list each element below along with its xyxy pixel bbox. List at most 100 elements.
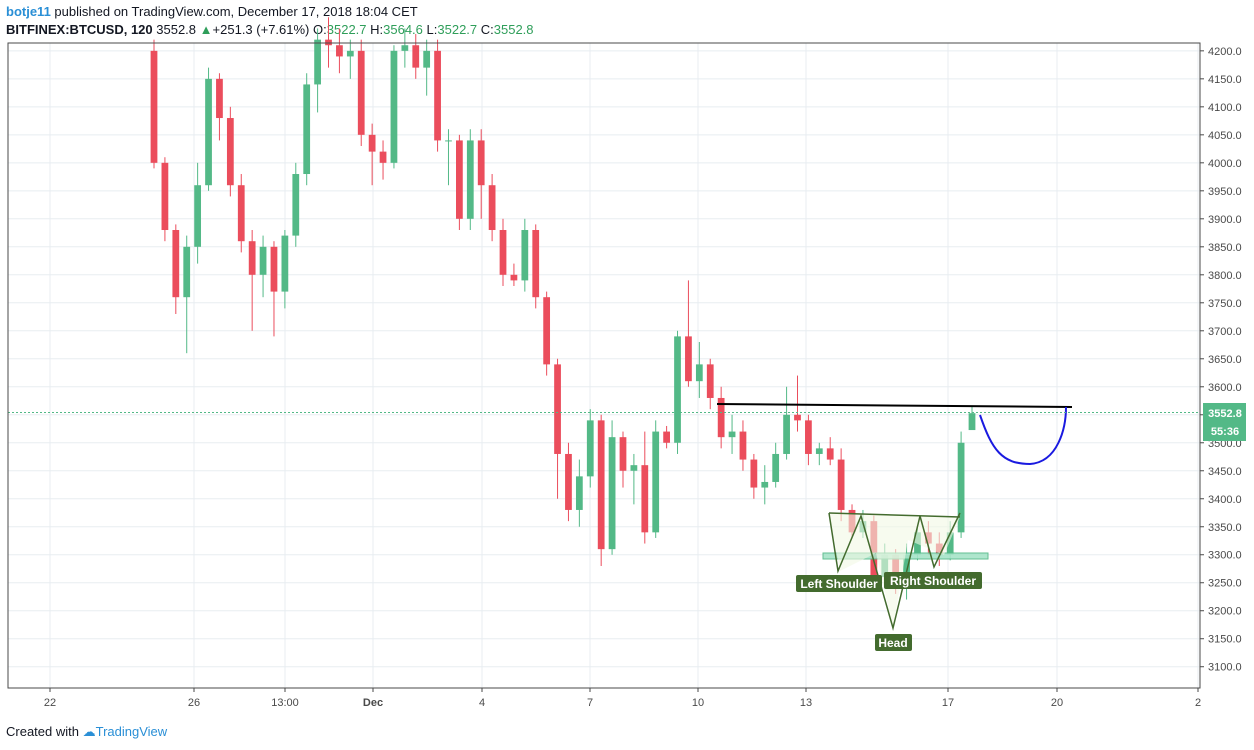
x-tick-label: Dec <box>363 697 383 709</box>
candle-body <box>499 230 507 275</box>
candle-body <box>150 50 158 163</box>
candle-body <box>281 235 289 292</box>
x-tick-label: 13 <box>800 697 812 709</box>
candle-body <box>292 174 300 236</box>
candle-body <box>761 481 769 488</box>
y-tick-label: 4050.0 <box>1208 130 1242 142</box>
candle-body <box>815 448 823 454</box>
tradingview-link[interactable]: TradingView <box>95 724 168 739</box>
candle-body <box>739 431 747 460</box>
candles <box>150 17 976 600</box>
candle-body <box>172 230 180 298</box>
candle-body <box>346 50 354 57</box>
y-tick-label: 3800.0 <box>1208 270 1242 282</box>
candle-body <box>608 437 616 550</box>
candle-body <box>401 45 409 51</box>
candle-body <box>303 84 311 175</box>
y-tick-label: 3400.0 <box>1208 494 1242 506</box>
candle-body <box>510 274 518 281</box>
candle-body <box>652 431 660 533</box>
candle-body <box>554 364 561 454</box>
candle-body <box>423 50 431 68</box>
candle-body <box>205 78 212 186</box>
low-label: L: <box>426 22 438 37</box>
y-tick-label: 4150.0 <box>1208 74 1242 86</box>
y-tick-label: 4000.0 <box>1208 158 1242 170</box>
x-tick-label: 22 <box>44 697 56 709</box>
x-tick-label: 17 <box>942 697 954 709</box>
candle-body <box>477 140 485 186</box>
candle-body <box>379 151 387 163</box>
change-up-icon: ▲ <box>199 22 213 37</box>
x-tick-label: 7 <box>587 697 593 709</box>
x-tick-label: 4 <box>479 697 485 709</box>
candle-body <box>728 431 736 438</box>
x-tick-label: 20 <box>1051 697 1063 709</box>
candle-body <box>575 476 583 510</box>
x-tick-label: 10 <box>692 697 704 709</box>
candle-body <box>270 246 278 292</box>
candle-body <box>619 437 627 471</box>
projection-curve <box>979 406 1067 466</box>
hs-pattern-line <box>828 512 961 631</box>
open-label: O: <box>313 22 327 37</box>
candle-body <box>412 45 420 68</box>
candle-body <box>336 45 343 57</box>
close-label: C: <box>480 22 494 37</box>
neckline <box>716 403 1073 408</box>
x-tick-label: 2 <box>1195 697 1201 709</box>
footer: Created with ☁TradingView <box>6 724 167 740</box>
candle-body <box>805 420 812 454</box>
left-shoulder-label: Left Shoulder <box>800 577 878 591</box>
y-tick-label: 3900.0 <box>1208 214 1242 226</box>
left-shoulder-tag <box>796 575 882 592</box>
y-tick-label: 3950.0 <box>1208 186 1242 198</box>
price-tag: 3552.8 55:36 <box>1203 403 1246 441</box>
candle-body <box>445 140 452 142</box>
chart-grid <box>8 43 1200 688</box>
candle-body <box>237 185 245 242</box>
symbol-info: BITFINEX:BTCUSD, 120 3552.8 ▲+251.3 (+7.… <box>6 22 534 37</box>
plot-border <box>7 42 1201 689</box>
candle-body <box>772 453 780 482</box>
candle-body <box>663 431 670 443</box>
price-tag-value: 3552.8 <box>1208 408 1242 420</box>
y-tick-label: 4200.0 <box>1208 46 1242 58</box>
candle-body <box>597 420 605 550</box>
candle-body <box>357 50 365 135</box>
drawings <box>8 403 1200 631</box>
y-tick-label: 3350.0 <box>1208 522 1242 534</box>
price-tag-countdown: 55:36 <box>1211 426 1239 438</box>
candle-body <box>543 297 551 365</box>
open-value: 3522.7 <box>326 22 367 37</box>
candle-body <box>183 246 191 298</box>
candle-body <box>641 465 649 533</box>
candle-body <box>259 246 267 275</box>
y-tick-label: 3200.0 <box>1208 606 1242 618</box>
candle-body <box>783 414 790 454</box>
publish-info: botje11 published on TradingView.com, De… <box>6 4 418 19</box>
y-tick-label: 3150.0 <box>1208 634 1242 646</box>
x-tick-label: 13:00 <box>271 697 299 709</box>
y-tick-label: 3650.0 <box>1208 354 1242 366</box>
head-tag <box>875 634 912 651</box>
candle-body <box>488 185 496 231</box>
high-value: 3564.6 <box>383 22 423 37</box>
candle-body <box>685 336 692 382</box>
candle-body <box>586 420 594 477</box>
candle-body <box>325 39 332 46</box>
candle-body <box>826 448 834 460</box>
candle-body <box>314 39 321 85</box>
candle-body <box>565 453 572 510</box>
price-change: +251.3 (+7.61%) <box>212 22 310 37</box>
candle-body <box>434 50 441 141</box>
hs-top-line <box>828 512 961 518</box>
y-tick-label: 3850.0 <box>1208 242 1242 254</box>
candle-body <box>466 140 474 219</box>
candle-body <box>368 134 376 152</box>
author-link[interactable]: botje11 <box>6 4 51 19</box>
candle-body <box>706 364 714 398</box>
close-value: 3552.8 <box>493 22 534 37</box>
candle-body <box>216 78 223 119</box>
